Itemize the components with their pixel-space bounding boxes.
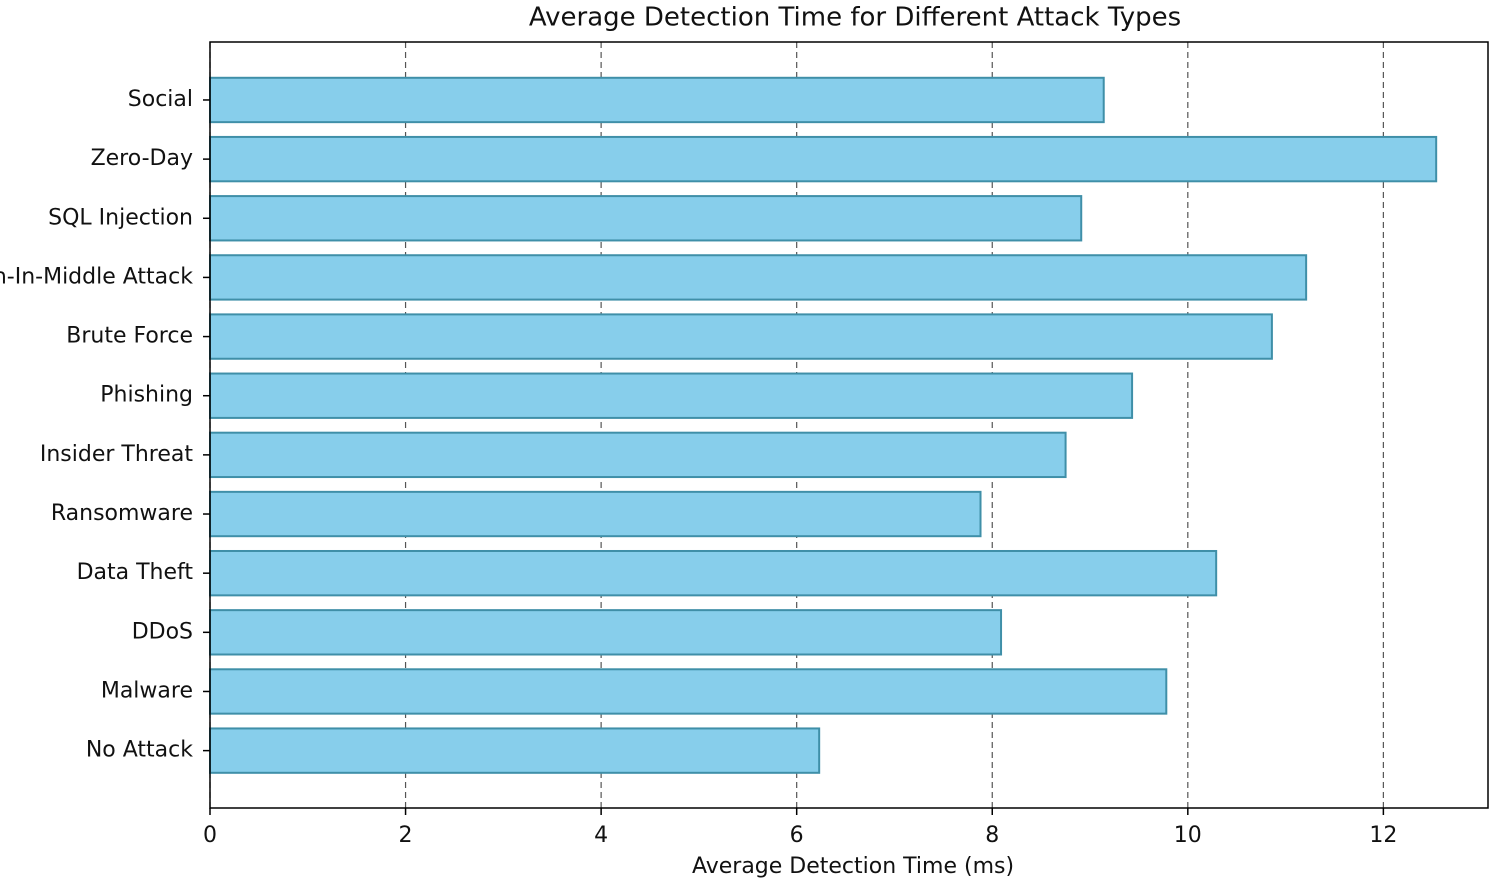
bar [209, 76, 1105, 124]
bar [209, 549, 1218, 597]
bar [209, 609, 1003, 656]
y-tick-label: Ransomware [51, 501, 193, 526]
x-tick-label: 4 [594, 823, 608, 848]
bar [209, 195, 1083, 242]
bar [209, 431, 1067, 479]
y-tick-label: Social [128, 87, 193, 112]
y-tick-label: Man-In-Middle Attack [0, 264, 193, 289]
x-tick-label: 10 [1174, 823, 1202, 848]
y-tick-label: Zero-Day [91, 146, 193, 171]
y-tick-label: Data Theft [77, 560, 194, 585]
plot-frame [209, 41, 1489, 809]
y-tick-label: Malware [101, 678, 193, 703]
y-tick-label: No Attack [86, 738, 193, 763]
bar [209, 135, 1438, 183]
y-tick-label: DDoS [132, 619, 193, 644]
bar [209, 372, 1134, 419]
bar [209, 313, 1273, 360]
x-tick-label: 6 [790, 823, 804, 848]
x-tick-label: 2 [399, 823, 413, 848]
bar [209, 668, 1168, 715]
bar [209, 727, 821, 774]
bar [209, 254, 1308, 301]
y-tick-label: SQL Injection [48, 205, 193, 230]
bar [209, 490, 982, 538]
x-tick-label: 0 [203, 823, 217, 848]
x-tick-label: 8 [985, 823, 999, 848]
chart-title: Average Detection Time for Different Att… [529, 3, 1181, 33]
x-tick-label: 12 [1369, 823, 1397, 848]
y-tick-label: Phishing [100, 383, 193, 408]
x-axis-label: Average Detection Time (ms) [692, 854, 1014, 879]
y-tick-label: Insider Threat [40, 442, 194, 467]
y-tick-label: Brute Force [66, 324, 193, 349]
